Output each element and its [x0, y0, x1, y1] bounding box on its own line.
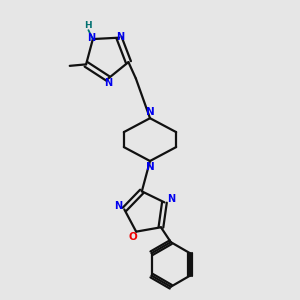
Text: N: N	[167, 194, 175, 204]
Text: N: N	[87, 33, 95, 43]
Text: O: O	[129, 232, 138, 242]
Text: N: N	[146, 162, 154, 172]
Text: N: N	[114, 202, 122, 212]
Text: N: N	[116, 32, 124, 42]
Text: H: H	[85, 21, 92, 30]
Text: N: N	[104, 77, 112, 88]
Text: N: N	[146, 107, 154, 117]
